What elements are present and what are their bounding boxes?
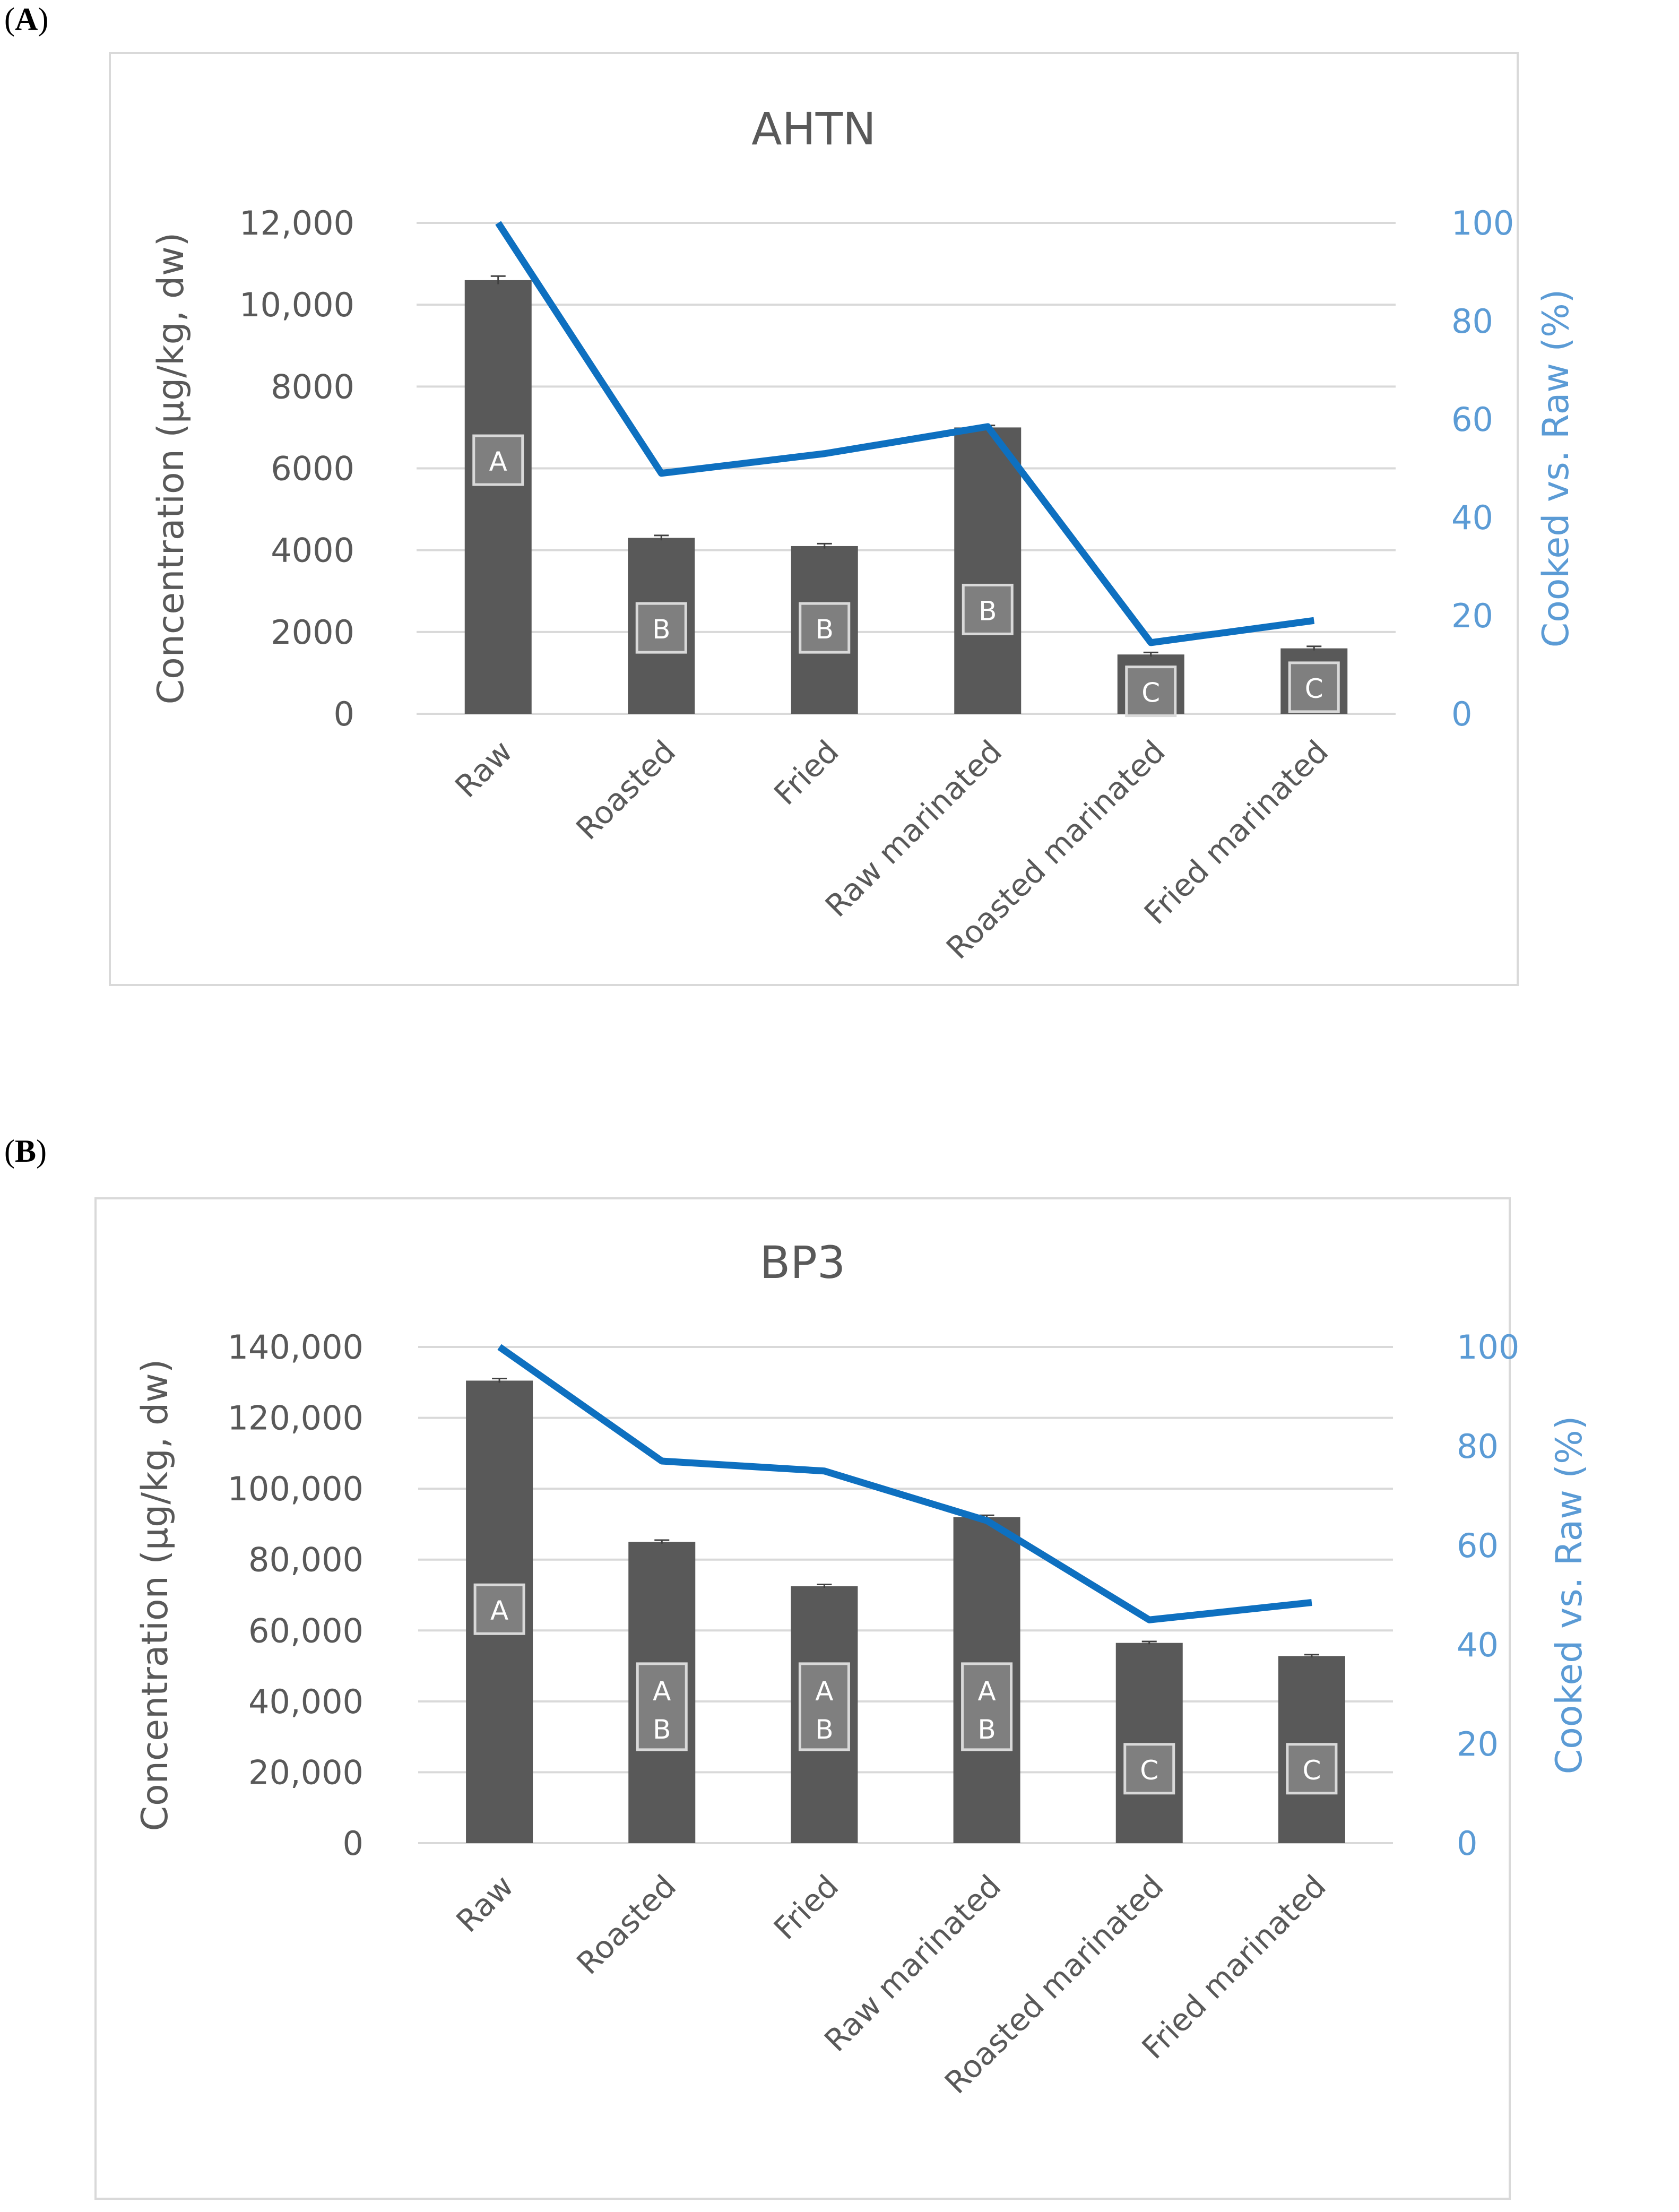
y2-tick-label: 100 (1451, 204, 1514, 243)
y2-tick-label: 60 (1451, 400, 1493, 439)
y-axis-title: Concentration (μg/kg, dw) (134, 1359, 176, 1831)
bar (954, 427, 1022, 714)
group-label-box (799, 602, 851, 654)
group-label-letter: A (490, 1595, 508, 1626)
panel-label-a: (A) (4, 2, 49, 37)
y2-axis-title: Cooked vs. Raw (%) (1535, 289, 1577, 647)
group-label-box (798, 1662, 850, 1751)
group-label-box (1286, 1743, 1338, 1795)
group-label-letter: C (1302, 1755, 1321, 1786)
y-tick-label: 80,000 (248, 1541, 364, 1579)
group-label-letter: A (653, 1676, 671, 1707)
group-label-letter: B (653, 1714, 671, 1745)
chart-title: AHTN (751, 103, 876, 155)
y-tick-label: 120,000 (228, 1399, 364, 1438)
y-tick-label: 4000 (271, 531, 354, 570)
y2-tick-label: 20 (1457, 1725, 1499, 1764)
group-label-letter: B (977, 1714, 996, 1745)
y-tick-label: 20,000 (248, 1753, 364, 1792)
chart-ahtn: AHTN 0 2000 4000 6000 8000 10,000 12,000 0 20 40 60… (109, 52, 1577, 986)
y-tick-label: 40,000 (248, 1682, 364, 1721)
panel-label-b: (B) (4, 1134, 47, 1169)
y2-tick-label: 40 (1457, 1626, 1499, 1664)
line-series-cooked-vs-raw (497, 1344, 1312, 1623)
bar (464, 280, 532, 714)
line-series-cooked-vs-raw (495, 221, 1315, 646)
group-label-letter: C (1141, 678, 1160, 708)
y2-tick-label: 0 (1457, 1824, 1477, 1863)
group-label-letter: C (1140, 1755, 1158, 1786)
y-tick-label: 6000 (271, 450, 354, 488)
chart-title: BP3 (760, 1237, 846, 1289)
y-tick-label: 140,000 (228, 1328, 364, 1367)
y-tick-label: 2000 (271, 613, 354, 652)
group-label-box (961, 1662, 1013, 1751)
group-label-letter: B (652, 614, 670, 645)
group-label-box (636, 1662, 688, 1751)
y2-axis-title: Cooked vs. Raw (%) (1548, 1416, 1590, 1774)
group-label-letter: B (815, 1714, 833, 1745)
group-label-box (1288, 661, 1340, 713)
y2-tick-label: 20 (1451, 597, 1493, 635)
y2-tick-label: 80 (1451, 302, 1493, 341)
group-label-letter: B (816, 614, 834, 645)
y2-tick-label: 0 (1451, 695, 1472, 733)
y-tick-label: 100,000 (228, 1470, 364, 1508)
y2-tick-label: 60 (1457, 1526, 1499, 1565)
group-label-box (635, 602, 687, 654)
y2-tick-label: 100 (1457, 1328, 1519, 1367)
y-axis-title: Concentration (μg/kg, dw) (150, 232, 192, 705)
group-label-letter: A (815, 1676, 833, 1707)
chart-frame (109, 52, 1519, 986)
group-label-box (1125, 666, 1177, 718)
group-label-letter: C (1305, 673, 1323, 704)
y-tick-label: 0 (343, 1824, 364, 1863)
y-tick-label: 12,000 (239, 204, 354, 243)
group-label-box (962, 583, 1014, 635)
group-label-letter: B (979, 595, 997, 626)
y-tick-label: 10,000 (239, 286, 354, 324)
y2-tick-label: 80 (1457, 1427, 1499, 1466)
group-label-letter: A (489, 446, 507, 477)
group-label-box (473, 1583, 525, 1635)
y2-tick-label: 40 (1451, 498, 1493, 537)
y-tick-label: 60,000 (248, 1611, 364, 1650)
y-tick-label: 0 (334, 695, 354, 733)
group-label-box (472, 434, 524, 486)
y-tick-label: 8000 (271, 367, 354, 406)
group-label-box (1123, 1743, 1175, 1795)
group-label-letter: A (977, 1676, 996, 1707)
chart-bp3: BP3 0 20,000 40,000 60,000 80,000 100,000 120,0… (94, 1197, 1590, 2200)
